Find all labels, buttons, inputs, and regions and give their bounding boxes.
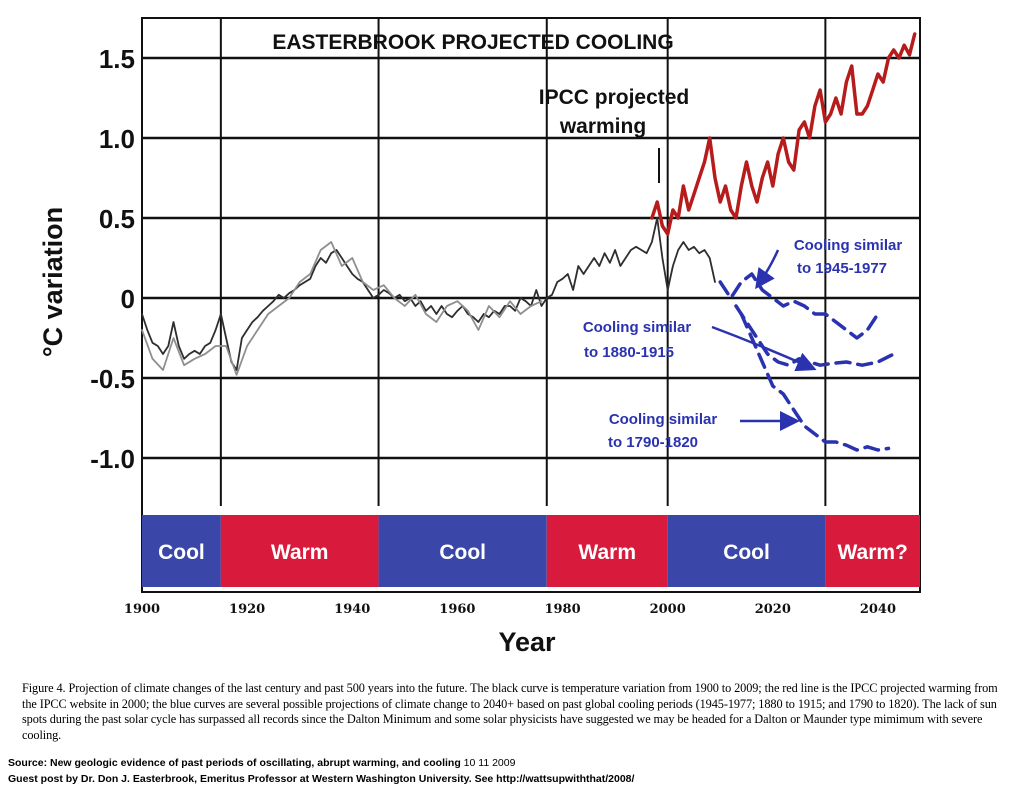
guest-post-line: Guest post by Dr. Don J. Easterbrook, Em…	[8, 773, 635, 785]
y-tick-label: 0.5	[99, 204, 135, 234]
y-tick-label: -0.5	[90, 364, 135, 394]
chart-title: EASTERBROOK PROJECTED COOLING	[272, 31, 673, 54]
annotation-ipcc-line1: IPCC projected	[539, 86, 690, 109]
annotation-1880: Cooling similar to 1880-1915	[583, 319, 692, 361]
annotation-ipcc: IPCC projected warming	[539, 86, 690, 138]
x-tick-label: 2020	[755, 602, 791, 617]
x-tick-label: 2000	[650, 602, 686, 617]
series-line	[718, 272, 880, 340]
series-line	[141, 217, 716, 371]
x-tick-label: 1960	[439, 602, 475, 617]
axis-ticks: 1.5 1.0 0.5 0 -0.5 -1.0 1900 1920 1940 1960 1980 20…	[90, 44, 896, 617]
period-label: Warm	[578, 541, 636, 564]
y-tick-label: 1.0	[99, 124, 135, 154]
x-tick-label: 1940	[334, 602, 370, 617]
annotation-1945-line1: Cooling similar	[794, 237, 903, 254]
period-band	[667, 515, 826, 587]
x-tick-label: 1900	[124, 602, 160, 617]
series-line	[650, 32, 917, 236]
arrow-1880	[711, 325, 817, 372]
period-label: Warm	[271, 541, 329, 564]
source-title: Source: New geologic evidence of past pe…	[8, 757, 461, 769]
period-band	[546, 515, 668, 587]
annotation-1880-line2: to 1880-1915	[584, 344, 674, 361]
y-axis-label: °C variation	[38, 207, 68, 357]
annotation-1790-line1: Cooling similar	[609, 411, 718, 428]
grid	[142, 18, 920, 506]
figure-caption: Figure 4. Projection of climate changes …	[22, 681, 998, 742]
source-date: 10 11 2009	[463, 757, 516, 769]
x-tick-label: 1920	[229, 602, 265, 617]
series-line	[141, 241, 543, 376]
period-bands: Cool Warm Cool Warm Cool Warm?	[142, 515, 920, 587]
annotation-1945-line2: to 1945-1977	[797, 260, 887, 277]
period-label: Cool	[439, 541, 486, 564]
y-tick-label: 1.5	[99, 44, 135, 74]
arrow-1945	[755, 249, 780, 290]
annotation-ipcc-line2: warming	[559, 115, 646, 138]
period-band	[825, 515, 920, 587]
chart: Cool Warm Cool Warm Cool Warm? 1.5 1.0 0.5 0 -0.5…	[38, 17, 921, 657]
period-label: Cool	[723, 541, 770, 564]
source-line: Source: New geologic evidence of past pe…	[8, 757, 515, 769]
y-tick-label: -1.0	[90, 444, 135, 474]
period-band	[142, 515, 221, 587]
y-tick-label: 0	[121, 284, 135, 314]
x-tick-label: 1980	[544, 602, 580, 617]
annotation-1880-line1: Cooling similar	[583, 319, 692, 336]
annotation-arrows	[711, 249, 817, 431]
annotation-1790-line2: to 1790-1820	[608, 434, 698, 451]
annotation-1790: Cooling similar to 1790-1820	[608, 411, 717, 451]
period-label: Cool	[158, 541, 205, 564]
period-label: Warm?	[837, 541, 907, 564]
annotation-1945: Cooling similar to 1945-1977	[794, 237, 903, 277]
period-band	[220, 515, 379, 587]
x-axis-label: Year	[498, 627, 556, 657]
period-band	[378, 515, 547, 587]
x-tick-label: 2040	[860, 602, 896, 617]
series-line	[739, 312, 891, 452]
